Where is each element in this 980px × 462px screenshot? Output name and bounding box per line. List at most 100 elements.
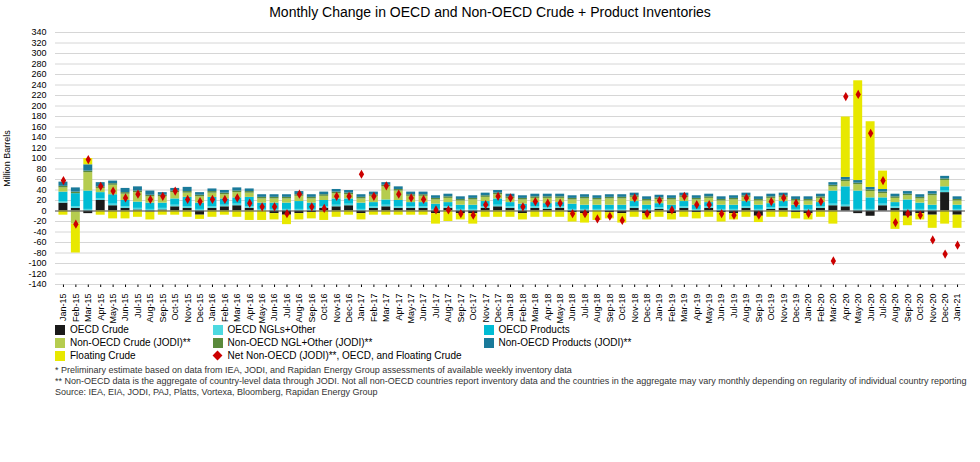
svg-text:Dec-17: Dec-17: [493, 294, 503, 323]
svg-text:Mar-20: Mar-20: [828, 294, 838, 323]
svg-text:Jul-19: Jul-19: [729, 294, 739, 319]
svg-text:May-18: May-18: [555, 294, 565, 324]
svg-text:Jul-20: Jul-20: [878, 294, 888, 319]
svg-text:Dec-18: Dec-18: [642, 294, 652, 323]
svg-text:May-17: May-17: [406, 294, 416, 324]
svg-text:Dec-19: Dec-19: [791, 294, 801, 323]
svg-text:Jan-20: Jan-20: [803, 294, 813, 322]
svg-text:Jan-16: Jan-16: [207, 294, 217, 322]
svg-text:Sep-19: Sep-19: [754, 294, 764, 323]
svg-text:Mar-15: Mar-15: [83, 294, 93, 323]
svg-text:Feb-18: Feb-18: [518, 294, 528, 323]
svg-text:Jul-16: Jul-16: [282, 294, 292, 319]
svg-text:Feb-17: Feb-17: [369, 294, 379, 323]
svg-text:Sep-17: Sep-17: [456, 294, 466, 323]
svg-text:40: 40: [36, 185, 46, 195]
svg-text:Jan-21: Jan-21: [952, 294, 962, 322]
svg-text:Jan-19: Jan-19: [654, 294, 664, 322]
svg-text:Apr-19: Apr-19: [692, 294, 702, 321]
svg-text:-100: -100: [28, 258, 46, 268]
svg-text:120: 120: [31, 143, 46, 153]
svg-text:Apr-17: Apr-17: [394, 294, 404, 321]
svg-text:Oct-16: Oct-16: [319, 294, 329, 321]
svg-text:Aug-20: Aug-20: [890, 294, 900, 323]
svg-text:Jul-15: Jul-15: [133, 294, 143, 319]
svg-text:Aug-16: Aug-16: [294, 294, 304, 323]
svg-text:Mar-16: Mar-16: [232, 294, 242, 323]
svg-text:Feb-19: Feb-19: [667, 294, 677, 323]
svg-text:Jan-17: Jan-17: [356, 294, 366, 322]
svg-text:300: 300: [31, 48, 46, 58]
svg-text:Oct-19: Oct-19: [766, 294, 776, 321]
svg-text:Jun-20: Jun-20: [866, 294, 876, 322]
svg-text:180: 180: [31, 111, 46, 121]
svg-text:-120: -120: [28, 269, 46, 279]
svg-text:Dec-16: Dec-16: [344, 294, 354, 323]
svg-text:Nov-16: Nov-16: [332, 294, 342, 323]
svg-text:Aug-17: Aug-17: [443, 294, 453, 323]
svg-text:80: 80: [36, 164, 46, 174]
svg-text:Jul-18: Jul-18: [580, 294, 590, 319]
svg-text:Nov-15: Nov-15: [183, 294, 193, 323]
svg-text:Apr-18: Apr-18: [543, 294, 553, 321]
svg-text:Dec-15: Dec-15: [195, 294, 205, 323]
svg-text:Oct-18: Oct-18: [617, 294, 627, 321]
svg-text:100: 100: [31, 153, 46, 163]
svg-text:160: 160: [31, 122, 46, 132]
svg-text:Aug-18: Aug-18: [592, 294, 602, 323]
svg-text:-20: -20: [33, 216, 46, 226]
svg-text:Sep-16: Sep-16: [307, 294, 317, 323]
svg-text:Feb-15: Feb-15: [71, 294, 81, 323]
svg-text:Oct-17: Oct-17: [468, 294, 478, 321]
svg-text:Jun-19: Jun-19: [716, 294, 726, 322]
svg-text:Aug-19: Aug-19: [741, 294, 751, 323]
html-text:Monthly Change in OECD and Non: Monthly Change in OECD and Non-OECD Crud…: [269, 4, 711, 20]
svg-text:Jun-17: Jun-17: [418, 294, 428, 322]
svg-text:0: 0: [41, 206, 46, 216]
svg-text:-80: -80: [33, 248, 46, 258]
svg-text:320: 320: [31, 38, 46, 48]
svg-text:Mar-18: Mar-18: [530, 294, 540, 323]
svg-text:Jun-16: Jun-16: [269, 294, 279, 322]
svg-text:Apr-16: Apr-16: [245, 294, 255, 321]
svg-text:Jan-18: Jan-18: [505, 294, 515, 322]
svg-text:Jan-15: Jan-15: [58, 294, 68, 322]
svg-text:Jun-15: Jun-15: [120, 294, 130, 322]
svg-text:Aug-15: Aug-15: [145, 294, 155, 323]
svg-text:Apr-20: Apr-20: [841, 294, 851, 321]
svg-text:Million Barrels: Million Barrels: [2, 130, 12, 187]
svg-text:340: 340: [31, 27, 46, 37]
svg-text:140: 140: [31, 132, 46, 142]
svg-text:May-16: May-16: [257, 294, 267, 324]
svg-text:220: 220: [31, 90, 46, 100]
svg-text:200: 200: [31, 101, 46, 111]
svg-text:Sep-20: Sep-20: [903, 294, 913, 323]
svg-text:20: 20: [36, 195, 46, 205]
svg-text:Sep-15: Sep-15: [158, 294, 168, 323]
svg-text:May-15: May-15: [108, 294, 118, 324]
svg-text:Nov-18: Nov-18: [630, 294, 640, 323]
svg-text:240: 240: [31, 80, 46, 90]
svg-text:Apr-15: Apr-15: [96, 294, 106, 321]
svg-text:Jul-17: Jul-17: [431, 294, 441, 319]
svg-text:May-19: May-19: [704, 294, 714, 324]
svg-text:260: 260: [31, 69, 46, 79]
svg-text:Nov-17: Nov-17: [481, 294, 491, 323]
svg-text:Oct-20: Oct-20: [915, 294, 925, 321]
svg-text:Feb-20: Feb-20: [816, 294, 826, 323]
svg-text:Feb-16: Feb-16: [220, 294, 230, 323]
svg-text:Jun-18: Jun-18: [567, 294, 577, 322]
svg-text:Nov-19: Nov-19: [779, 294, 789, 323]
svg-text:Mar-17: Mar-17: [381, 294, 391, 323]
svg-text:Nov-20: Nov-20: [928, 294, 938, 323]
svg-text:Mar-19: Mar-19: [679, 294, 689, 323]
svg-text:280: 280: [31, 59, 46, 69]
svg-text:-60: -60: [33, 237, 46, 247]
svg-text:Oct-15: Oct-15: [170, 294, 180, 321]
svg-text:Sep-18: Sep-18: [605, 294, 615, 323]
svg-text:May-20: May-20: [853, 294, 863, 324]
svg-text:60: 60: [36, 174, 46, 184]
svg-text:Dec-20: Dec-20: [940, 294, 950, 323]
svg-text:-40: -40: [33, 227, 46, 237]
svg-text:-140: -140: [28, 279, 46, 289]
